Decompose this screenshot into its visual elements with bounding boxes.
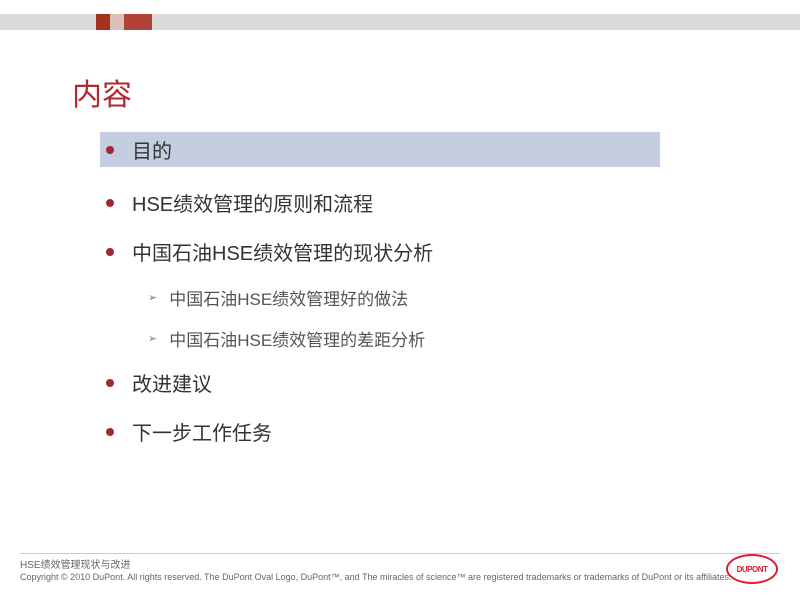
outline-item-text: 中国石油HSE绩效管理的现状分析 <box>132 237 433 266</box>
chevron-right-icon: ➢ <box>148 291 157 304</box>
footer-copyright: Copyright © 2010 DuPont. All rights rese… <box>20 572 780 582</box>
bullet-icon <box>106 428 114 436</box>
outline-item: 中国石油HSE绩效管理的现状分析 <box>100 234 660 269</box>
chevron-right-icon: ➢ <box>148 332 157 345</box>
header-decorative-bar <box>0 14 800 30</box>
outline-item: 目的 <box>100 132 660 167</box>
logo-text: DUPONT <box>737 565 768 574</box>
outline-item-text: 改进建议 <box>132 368 212 397</box>
header-bar-segment <box>152 14 800 30</box>
bullet-icon <box>106 379 114 387</box>
header-bar-segment <box>124 14 152 30</box>
outline-item-text: 下一步工作任务 <box>132 417 272 446</box>
footer-subtitle: HSE绩效管理现状与改进 <box>20 556 780 571</box>
bullet-icon <box>106 248 114 256</box>
logo-oval-icon: DUPONT <box>726 554 778 584</box>
outline-subitem: ➢ 中国石油HSE绩效管理的差距分析 <box>148 324 660 353</box>
outline-item: 下一步工作任务 <box>100 414 660 449</box>
footer: HSE绩效管理现状与改进 Copyright © 2010 DuPont. Al… <box>20 556 780 582</box>
bullet-icon <box>106 199 114 207</box>
content-outline: 目的 HSE绩效管理的原则和流程中国石油HSE绩效管理的现状分析 ➢ 中国石油HSE绩… <box>100 132 660 463</box>
outline-item: 改进建议 <box>100 365 660 400</box>
outline-item-text: 目的 <box>132 135 172 164</box>
slide-title: 内容 <box>72 70 132 114</box>
outline-item-text: HSE绩效管理的原则和流程 <box>132 188 373 217</box>
dupont-logo: DUPONT <box>726 554 778 584</box>
header-bar-segment <box>96 14 110 30</box>
header-bar-segment <box>0 14 96 30</box>
header-bar-segment <box>110 14 124 30</box>
footer-divider <box>20 553 780 554</box>
outline-item: HSE绩效管理的原则和流程 <box>100 185 660 220</box>
outline-subitem-text: 中国石油HSE绩效管理的差距分析 <box>169 326 425 351</box>
outline-subitem: ➢ 中国石油HSE绩效管理好的做法 <box>148 283 660 312</box>
bullet-icon <box>106 146 114 154</box>
outline-subitem-text: 中国石油HSE绩效管理好的做法 <box>169 285 408 310</box>
